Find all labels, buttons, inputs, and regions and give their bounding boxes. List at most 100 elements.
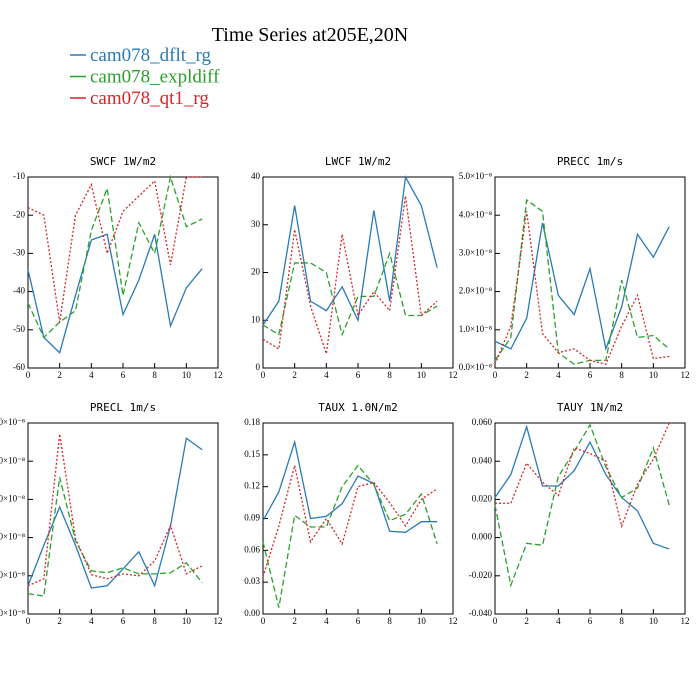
y-tick-label: 0.0×10⁻⁸: [459, 362, 492, 372]
x-tick-label: 12: [214, 370, 223, 380]
series-line: [262, 251, 438, 337]
x-tick-label: 0: [261, 616, 266, 626]
y-tick-label: 0.03: [244, 576, 260, 586]
x-tick-label: 12: [449, 370, 458, 380]
y-tick-label: -40: [13, 286, 25, 296]
panel-title: PRECC 1m/s: [557, 155, 623, 168]
y-tick-label: 2.0×10⁻⁸: [0, 532, 25, 542]
x-tick-label: 0: [26, 370, 31, 380]
x-tick-label: 6: [356, 616, 361, 626]
y-tick-label: 5.0×10⁻⁸: [0, 417, 25, 427]
y-tick-label: 4.0×10⁻⁸: [0, 455, 25, 465]
y-tick-label: 3.0×10⁻⁸: [459, 247, 492, 257]
y-tick-label: 0.15: [244, 449, 260, 459]
x-tick-label: 10: [182, 370, 192, 380]
panel-title: TAUY 1N/m2: [557, 401, 623, 414]
x-tick-label: 10: [649, 370, 659, 380]
plot-frame: [494, 176, 686, 369]
x-tick-label: 6: [356, 370, 361, 380]
x-tick-label: 6: [121, 370, 126, 380]
y-tick-label: 20: [251, 267, 261, 277]
x-tick-label: 4: [324, 370, 329, 380]
y-tick-label: 1.0×10⁻⁸: [459, 324, 492, 334]
y-tick-label: 1.0×10⁻⁸: [0, 570, 25, 580]
series-line: [494, 198, 670, 365]
y-tick-label: -50: [13, 324, 25, 334]
x-tick-label: 6: [588, 616, 593, 626]
y-tick-label: 0.00: [244, 608, 260, 618]
x-tick-label: 10: [182, 616, 192, 626]
series-line: [494, 211, 670, 365]
x-tick-label: 8: [619, 370, 624, 380]
x-tick-label: 8: [619, 616, 624, 626]
x-tick-label: 2: [292, 370, 297, 380]
y-tick-label: -0.020: [469, 570, 493, 580]
y-tick-label: 0.040: [472, 455, 493, 465]
x-tick-label: 10: [417, 616, 427, 626]
y-tick-label: 0.18: [244, 417, 260, 427]
series-line: [262, 464, 438, 608]
y-tick-label: 0.09: [244, 513, 260, 523]
y-tick-label: 0.060: [472, 417, 493, 427]
y-tick-label: -30: [13, 247, 25, 257]
x-tick-label: 4: [556, 616, 561, 626]
x-tick-label: 12: [681, 616, 690, 626]
series-line: [27, 477, 203, 597]
x-tick-label: 4: [556, 370, 561, 380]
x-tick-label: 4: [89, 616, 94, 626]
x-tick-label: 8: [152, 370, 157, 380]
series-line: [494, 424, 670, 550]
x-tick-label: 12: [449, 616, 458, 626]
legend-label: cam078_qt1_rg: [90, 88, 209, 109]
y-tick-label: 40: [251, 171, 261, 181]
legend-label: cam078_expldiff: [90, 67, 220, 88]
x-tick-label: 0: [26, 616, 31, 626]
y-tick-label: 0.12: [244, 481, 260, 491]
series-line: [27, 433, 203, 587]
panel-title: LWCF 1W/m2: [325, 155, 391, 168]
series-line: [262, 439, 438, 533]
plot-frame: [494, 422, 686, 615]
x-tick-label: 8: [387, 370, 392, 380]
y-tick-label: 5.0×10⁻⁸: [459, 171, 492, 181]
x-tick-label: 8: [387, 616, 392, 626]
y-tick-label: -20: [13, 209, 25, 219]
series-line: [262, 174, 438, 326]
series-line: [27, 174, 203, 339]
x-tick-label: 8: [152, 616, 157, 626]
y-tick-label: 10: [251, 314, 261, 324]
series-line: [494, 222, 670, 352]
x-tick-label: 10: [417, 370, 427, 380]
x-tick-label: 0: [493, 370, 498, 380]
y-tick-label: 3.0×10⁻⁸: [0, 493, 25, 503]
y-tick-label: -0.040: [469, 608, 493, 618]
series-line: [27, 176, 203, 323]
plot-frame: [27, 422, 219, 615]
y-tick-label: -60: [13, 362, 25, 372]
plot-frame: [262, 176, 454, 369]
y-tick-label: 0: [256, 362, 261, 372]
panel-title: TAUX 1.0N/m2: [318, 401, 397, 414]
x-tick-label: 2: [57, 616, 62, 626]
x-tick-label: 2: [524, 370, 529, 380]
y-tick-label: 2.0×10⁻⁸: [459, 286, 492, 296]
y-tick-label: -10: [13, 171, 25, 181]
x-tick-label: 2: [57, 370, 62, 380]
x-tick-label: 10: [649, 616, 659, 626]
x-tick-label: 6: [121, 616, 126, 626]
x-tick-label: 4: [89, 370, 94, 380]
x-tick-label: 2: [524, 616, 529, 626]
x-tick-label: 0: [493, 616, 498, 626]
panel-title: SWCF 1W/m2: [90, 155, 156, 168]
x-tick-label: 12: [214, 616, 223, 626]
series-line: [262, 196, 438, 354]
x-tick-label: 0: [261, 370, 266, 380]
legend-label: cam078_dflt_rg: [90, 45, 212, 66]
x-tick-label: 6: [588, 370, 593, 380]
series-line: [27, 437, 203, 589]
series-line: [495, 422, 670, 529]
x-tick-label: 4: [324, 616, 329, 626]
y-tick-label: 4.0×10⁻⁸: [459, 209, 492, 219]
